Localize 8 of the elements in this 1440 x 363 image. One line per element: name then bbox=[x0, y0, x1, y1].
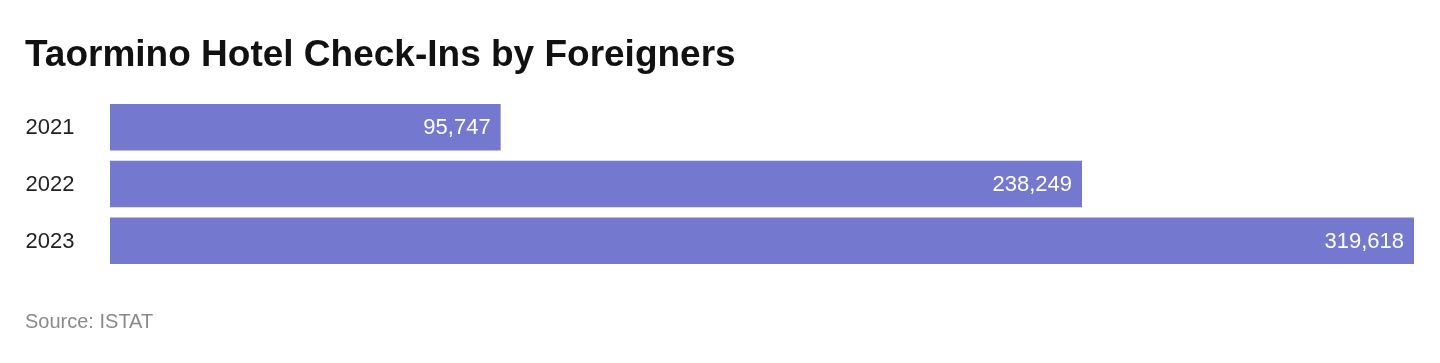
data-label: 319,618 bbox=[1324, 227, 1404, 253]
y-tick-label: 2022 bbox=[25, 171, 75, 196]
chart-title: Taormino Hotel Check-Ins by Foreigners bbox=[25, 33, 736, 74]
source-note: Source: ISTAT bbox=[25, 310, 154, 333]
data-label: 95,747 bbox=[423, 114, 491, 140]
y-tick-label: 2021 bbox=[25, 114, 75, 140]
data-label: 238,249 bbox=[992, 171, 1073, 196]
y-tick-label: 2023 bbox=[25, 227, 75, 253]
